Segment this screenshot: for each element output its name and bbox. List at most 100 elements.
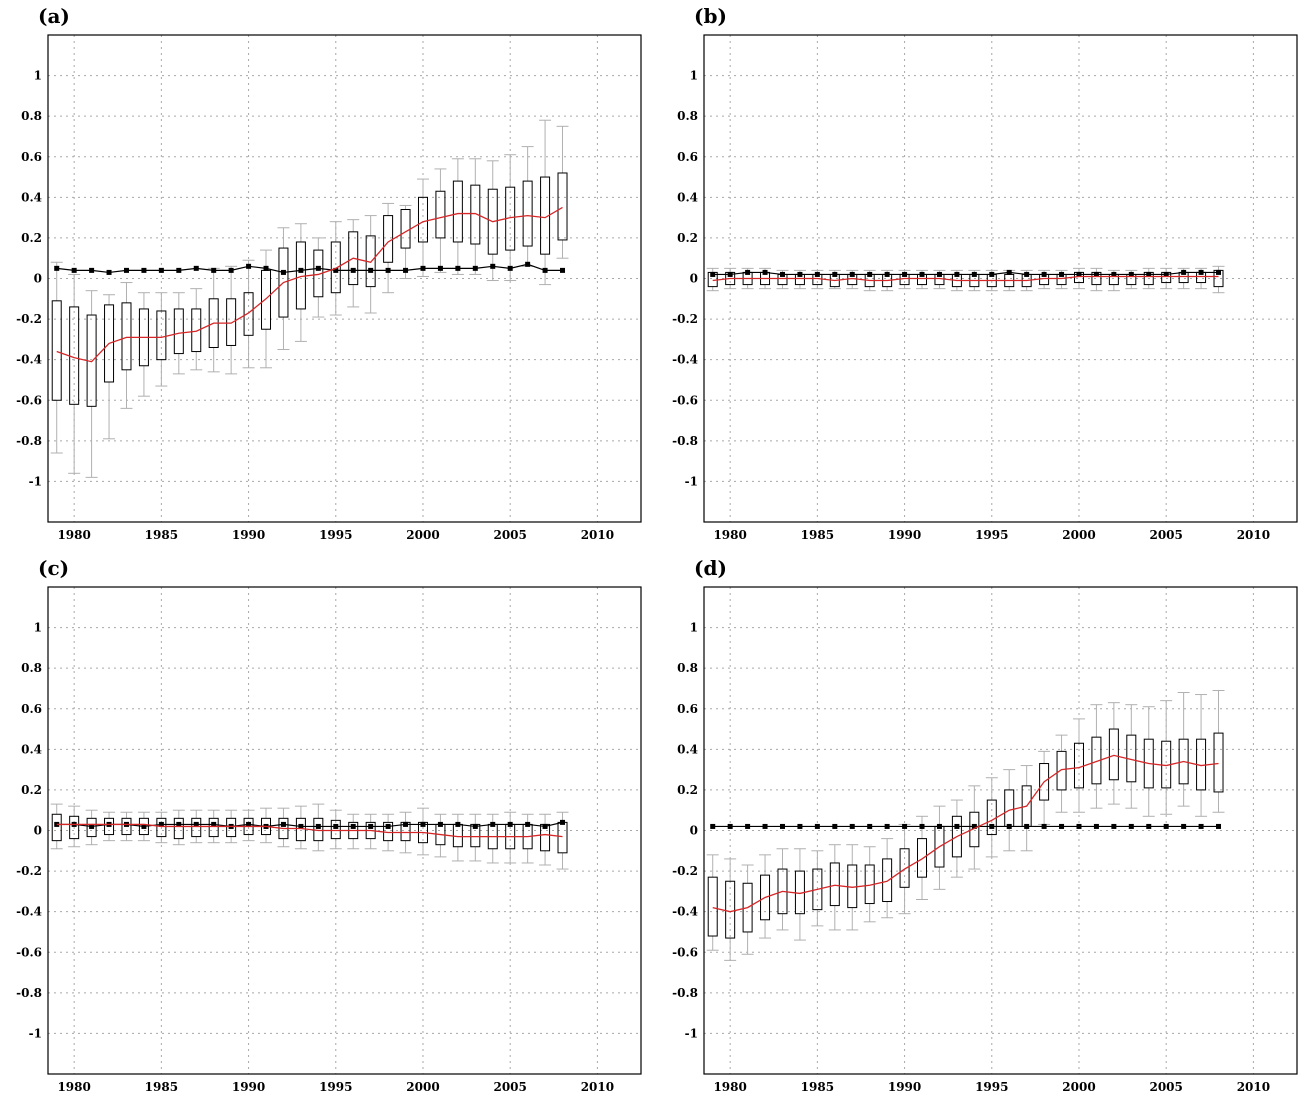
box (69, 815, 80, 840)
box (156, 817, 167, 838)
y-tick-label: 0.4 (21, 190, 42, 204)
reference-marker (507, 821, 513, 827)
panel-label: (b) (694, 4, 727, 28)
reference-marker (542, 267, 548, 273)
y-tick-label: -0.8 (672, 434, 698, 448)
box (348, 231, 359, 286)
x-tick-label: 1990 (888, 1080, 921, 1094)
y-tick-label: 0 (690, 272, 698, 286)
reference-marker (1216, 823, 1222, 829)
box (226, 817, 237, 838)
reference-marker (350, 267, 356, 273)
reference-marker (368, 267, 374, 273)
reference-marker (1059, 823, 1065, 829)
box (417, 196, 428, 243)
box (812, 868, 823, 911)
reference-marker (745, 823, 751, 829)
reference-marker (814, 823, 820, 829)
reference-marker (849, 823, 855, 829)
box (330, 241, 341, 294)
reference-line (56, 263, 563, 274)
grid (48, 35, 641, 522)
box (951, 815, 962, 858)
reference-marker (1093, 271, 1099, 277)
reference-marker (263, 265, 269, 271)
x-tick-label: 1985 (801, 528, 834, 542)
panel-b: (b) 1980 1985 1990 1995 2000 2005 2010 -1 -0.8 -0… (656, 0, 1312, 552)
reference-marker (141, 267, 147, 273)
reference-marker (525, 821, 531, 827)
reference-marker (1181, 269, 1187, 275)
reference-marker (1024, 823, 1030, 829)
y-tick-label: 0.2 (677, 231, 698, 245)
plot-frame (703, 34, 1298, 523)
y-tick-label: -0.6 (16, 945, 42, 959)
reference-marker (280, 821, 286, 827)
box (917, 838, 928, 878)
x-tick-label: 1995 (975, 528, 1008, 542)
reference-marker (315, 265, 321, 271)
panel-a: (a) 1980 1985 1990 1995 2000 2005 2010 -1 -0.8 -0… (0, 0, 656, 552)
x-tick-label: 2000 (1062, 1080, 1095, 1094)
x-tick-label: 1980 (57, 528, 90, 542)
box (383, 215, 394, 263)
reference-line (712, 271, 1219, 276)
reference-marker (989, 823, 995, 829)
x-tick-label: 2010 (1237, 1080, 1270, 1094)
box (829, 862, 840, 907)
x-tick-label: 2005 (493, 528, 526, 542)
reference-marker (1111, 271, 1117, 277)
box (400, 209, 411, 249)
reference-marker (1128, 271, 1134, 277)
reference-marker (971, 271, 977, 277)
y-tick-label: 1 (690, 621, 698, 635)
y-tick-label: -0.8 (16, 434, 42, 448)
y-tick-label: -0.8 (672, 986, 698, 1000)
x-tick-label: 2000 (406, 1080, 439, 1094)
chart-svg: 1980 1985 1990 1995 2000 2005 2010 -1 -0.8 -0.6 -0… (16, 586, 642, 1094)
reference-marker (832, 823, 838, 829)
box (725, 880, 736, 939)
box (557, 172, 568, 241)
reference-marker (176, 821, 182, 827)
reference-marker (89, 267, 95, 273)
reference-marker (54, 265, 60, 271)
reference-marker (1093, 823, 1099, 829)
reference-marker (884, 271, 890, 277)
y-tick-label: 1 (34, 69, 42, 83)
y-tick-label: 0 (34, 272, 42, 286)
x-tick-label: 2005 (1149, 1080, 1182, 1094)
x-tick-label: 1985 (801, 1080, 834, 1094)
reference-marker (727, 823, 733, 829)
y-tick-label: -0.2 (16, 312, 42, 326)
reference-marker (1041, 271, 1047, 277)
chart-svg: 1980 1985 1990 1995 2000 2005 2010 -1 -0.8 -0.6 -0… (16, 34, 642, 542)
reference-marker (867, 271, 873, 277)
panel-label: (c) (38, 556, 70, 580)
reference-marker (936, 271, 942, 277)
y-tick-label: 0.4 (677, 742, 698, 756)
y-tick-label: -0.8 (16, 986, 42, 1000)
y-tick-label: -0.2 (672, 864, 698, 878)
reference-marker (403, 821, 409, 827)
box (121, 817, 132, 836)
reference-marker (1076, 823, 1082, 829)
x-tick-label: 1985 (145, 528, 178, 542)
plot-frame (47, 34, 642, 523)
box (452, 180, 463, 243)
reference-marker (455, 265, 461, 271)
reference-marker (971, 823, 977, 829)
reference-marker (779, 271, 785, 277)
box (742, 882, 753, 933)
x-tick-label: 2000 (1062, 528, 1095, 542)
reference-marker (954, 823, 960, 829)
box (470, 184, 481, 245)
y-tick-label: -0.6 (16, 393, 42, 407)
y-tick-label: 0.2 (21, 783, 42, 797)
y-tick-label: 1 (34, 621, 42, 635)
box (173, 308, 184, 355)
reference-markers (710, 823, 1222, 829)
reference-marker (193, 265, 199, 271)
chart-svg: 1980 1985 1990 1995 2000 2005 2010 -1 -0.8 -0.6 -0… (672, 34, 1298, 542)
x-tick-label: 2000 (406, 528, 439, 542)
